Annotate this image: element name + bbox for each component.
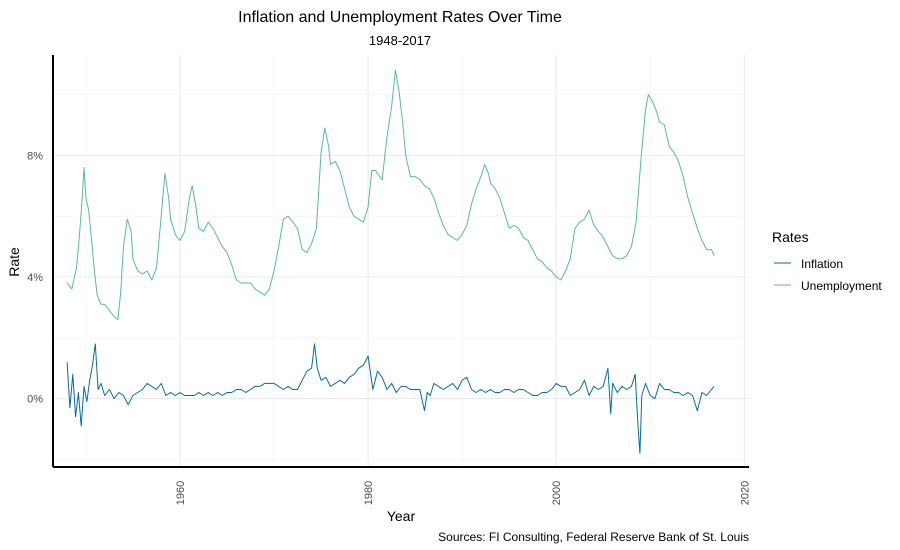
legend-item-unemployment: Unemployment [774, 279, 882, 293]
y-tick-label: 8% [27, 150, 43, 162]
x-axis-title: Year [387, 508, 416, 524]
series-line-inflation [66, 343, 715, 454]
gridlines [53, 55, 749, 467]
chart-caption: Sources: FI Consulting, Federal Reserve … [438, 530, 749, 544]
x-tick-label: 2020 [739, 481, 751, 505]
y-tick-label: 4% [27, 272, 43, 284]
x-tick-label: 2000 [551, 481, 563, 505]
x-axis-ticks: 1960 1980 2000 2020 [175, 481, 751, 505]
y-axis-ticks: 0% 4% 8% [27, 150, 43, 405]
legend-item-inflation: Inflation [774, 257, 843, 271]
series-layer [66, 69, 715, 454]
y-tick-label: 0% [27, 394, 43, 406]
legend-title: Rates [772, 229, 809, 245]
chart-subtitle: 1948-2017 [369, 33, 431, 48]
series-line-unemployment [66, 69, 715, 320]
legend-label-inflation: Inflation [801, 257, 843, 271]
x-tick-label: 1960 [175, 481, 187, 505]
y-axis-title: Rate [6, 247, 22, 277]
legend-label-unemployment: Unemployment [801, 279, 882, 293]
x-tick-label: 1980 [363, 481, 375, 505]
legend: Rates Inflation Unemployment [772, 229, 882, 293]
chart-title: Inflation and Unemployment Rates Over Ti… [238, 9, 562, 26]
